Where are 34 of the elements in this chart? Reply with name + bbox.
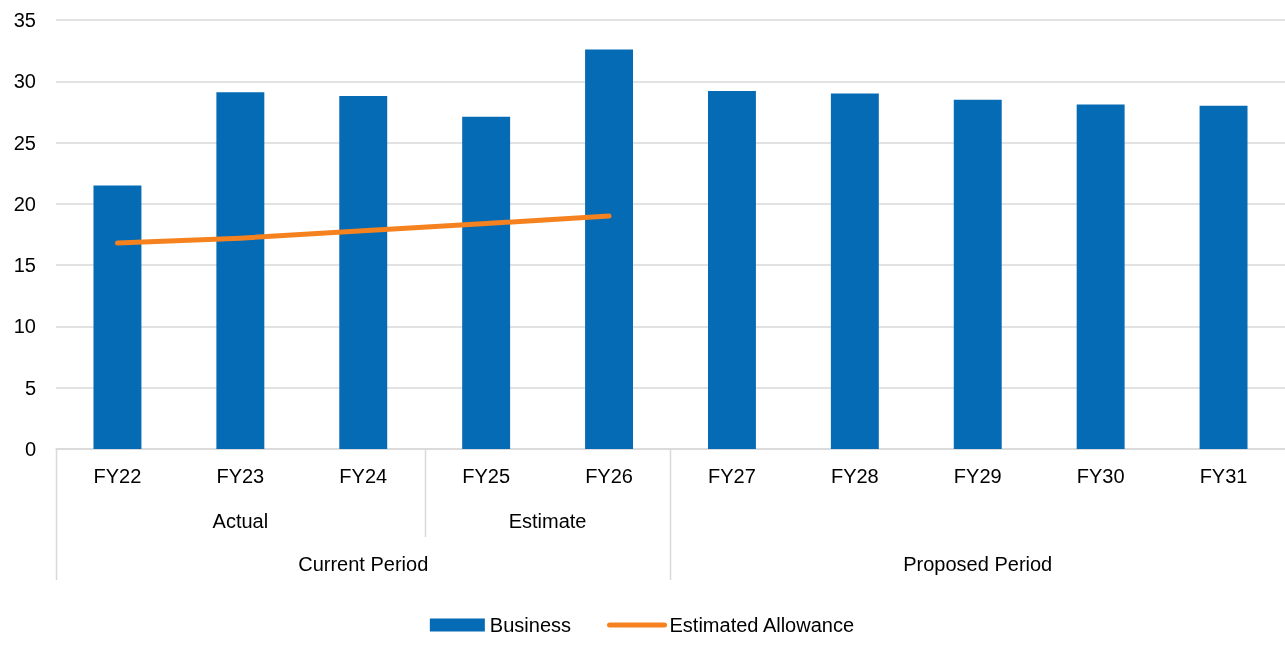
text: Estimate <box>508 510 587 532</box>
bar <box>1076 104 1125 449</box>
bar <box>953 99 1002 449</box>
bar <box>216 92 265 449</box>
y-tick-label: 5 <box>24 376 36 399</box>
x-tick-label: FY28 <box>830 465 879 487</box>
x-tick-label: FY31 <box>1199 465 1248 487</box>
x-tick-label: FY24 <box>339 465 388 487</box>
bar <box>1199 105 1248 449</box>
bar <box>339 95 388 449</box>
bar <box>585 49 634 449</box>
x-tick-label: FY22 <box>93 465 142 487</box>
legend-label: Business <box>489 614 572 636</box>
y-tick-label: 20 <box>13 192 36 215</box>
bar <box>93 185 142 449</box>
y-tick-label: 25 <box>13 131 36 154</box>
y-tick-label: 0 <box>24 438 36 460</box>
y-tick-label: 30 <box>13 70 36 93</box>
x-tick-label: FY25 <box>462 465 511 487</box>
x-tick-label: FY27 <box>708 465 756 487</box>
legend-label: Estimated Allowance <box>669 614 855 636</box>
x-tick-label: FY23 <box>216 465 265 487</box>
x-tick-label: FY30 <box>1076 465 1125 487</box>
bar <box>830 93 879 449</box>
text: Proposed Period <box>903 553 1053 575</box>
x-tick-label: FY26 <box>585 465 633 487</box>
bar <box>707 91 756 449</box>
y-tick-label: 15 <box>13 254 36 277</box>
x-tick-label: FY29 <box>953 465 1002 487</box>
y-tick-label: 35 <box>13 9 36 31</box>
text: Current Period <box>298 553 429 575</box>
bar <box>462 116 511 449</box>
text: Actual <box>212 510 269 532</box>
y-tick-label: 10 <box>13 315 36 338</box>
